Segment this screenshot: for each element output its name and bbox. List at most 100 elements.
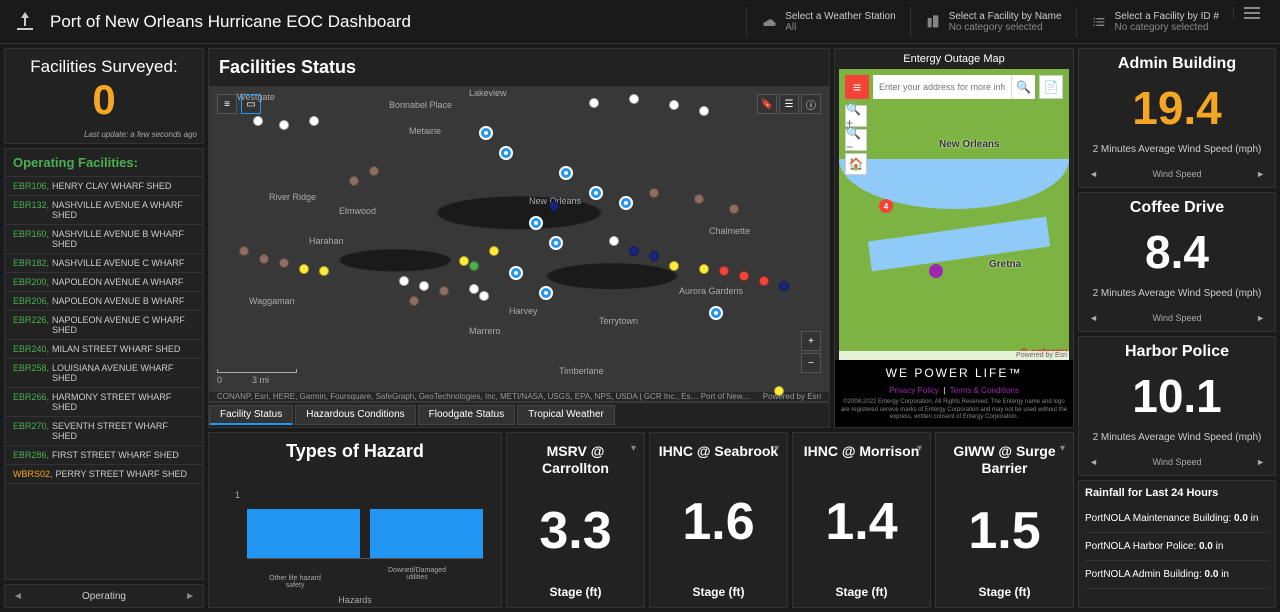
facility-item[interactable]: EBR240,MILAN STREET WHARF SHED: [5, 340, 203, 359]
map-bookmark-button[interactable]: 🔖: [757, 94, 777, 114]
map-marker[interactable]: [253, 116, 263, 126]
map-tab[interactable]: Floodgate Status: [418, 405, 516, 425]
map-marker[interactable]: [629, 246, 639, 256]
map-marker[interactable]: [529, 216, 543, 230]
map-marker[interactable]: [669, 261, 679, 271]
outage-map[interactable]: ≡ 🔍 📄 🔍+ 🔍− 🏠 New Orleans Gretna 4: [839, 69, 1069, 360]
nav-prev[interactable]: ◄: [13, 591, 23, 602]
map-marker[interactable]: [774, 386, 784, 396]
facility-item[interactable]: EBR200,NAPOLEON AVENUE A WHARF: [5, 273, 203, 292]
map-marker[interactable]: [279, 258, 289, 268]
outage-zoom-in[interactable]: 🔍+: [845, 105, 867, 127]
chevron-down-icon[interactable]: ▾: [917, 443, 922, 454]
map-marker[interactable]: [549, 201, 559, 211]
map-marker[interactable]: [619, 196, 633, 210]
wind-prev[interactable]: ◄: [1089, 457, 1098, 467]
facility-item[interactable]: EBR270,SEVENTH STREET WHARF SHED: [5, 417, 203, 446]
outage-home[interactable]: 🏠: [845, 153, 867, 175]
facility-item[interactable]: EBR182,NASHVILLE AVENUE C WHARF: [5, 254, 203, 273]
facility-item[interactable]: EBR266,HARMONY STREET WHARF SHED: [5, 388, 203, 417]
map-marker[interactable]: [459, 256, 469, 266]
privacy-link[interactable]: Privacy Policy: [889, 386, 939, 395]
facility-item[interactable]: EBR258,LOUISIANA AVENUE WHARF SHED: [5, 359, 203, 388]
outage-pin[interactable]: [929, 264, 943, 278]
map-legend-button[interactable]: ☰: [779, 94, 799, 114]
map-marker[interactable]: [319, 266, 329, 276]
map-tab[interactable]: Facility Status: [209, 405, 293, 425]
terms-link[interactable]: Terms & Conditions: [950, 386, 1019, 395]
map-marker[interactable]: [669, 100, 679, 110]
wind-next[interactable]: ►: [1256, 457, 1265, 467]
map-marker[interactable]: [399, 276, 409, 286]
map-marker[interactable]: [694, 194, 704, 204]
map-marker[interactable]: [559, 166, 573, 180]
map-marker[interactable]: [649, 188, 659, 198]
facility-item[interactable]: EBR132,NASHVILLE AVENUE A WHARF SHED: [5, 196, 203, 225]
map-marker[interactable]: [489, 246, 499, 256]
map-marker[interactable]: [779, 281, 789, 291]
outage-doc-button[interactable]: 📄: [1039, 75, 1063, 99]
map-marker[interactable]: [349, 176, 359, 186]
map-marker[interactable]: [499, 146, 513, 160]
wind-next[interactable]: ►: [1256, 313, 1265, 323]
outage-address-input[interactable]: [873, 75, 1011, 99]
facility-item[interactable]: EBR206,NAPOLEON AVENUE B WHARF: [5, 292, 203, 311]
map-marker[interactable]: [539, 286, 553, 300]
facility-item[interactable]: WBRS02,PERRY STREET WHARF SHED: [5, 465, 203, 484]
map-marker[interactable]: [629, 94, 639, 104]
map-marker[interactable]: [239, 246, 249, 256]
map-marker[interactable]: [439, 286, 449, 296]
weather-station-selector[interactable]: Select a Weather Station All: [746, 7, 909, 37]
map-marker[interactable]: [739, 271, 749, 281]
map-marker[interactable]: [699, 264, 709, 274]
map-marker[interactable]: [759, 276, 769, 286]
outage-menu-button[interactable]: ≡: [845, 75, 869, 99]
wind-prev[interactable]: ◄: [1089, 313, 1098, 323]
map-marker[interactable]: [299, 264, 309, 274]
map-marker[interactable]: [589, 186, 603, 200]
map-tab[interactable]: Tropical Weather: [517, 405, 615, 425]
map-info-button[interactable]: ⓘ: [801, 94, 821, 114]
map-tab[interactable]: Hazardous Conditions: [295, 405, 415, 425]
facility-item[interactable]: EBR286,FIRST STREET WHARF SHED: [5, 446, 203, 465]
facility-name-selector[interactable]: Select a Facility by Name No category se…: [910, 7, 1076, 37]
map-marker[interactable]: [409, 296, 419, 306]
map-marker[interactable]: [279, 120, 289, 130]
map-marker[interactable]: [709, 306, 723, 320]
map-marker[interactable]: [479, 126, 493, 140]
map-marker[interactable]: [469, 284, 479, 294]
facilities-map[interactable]: ≡ ▭ 🔖 ☰ ⓘ + − 0 3 mi: [209, 86, 829, 403]
nav-next[interactable]: ►: [185, 591, 195, 602]
facility-item[interactable]: EBR160,NASHVILLE AVENUE B WHARF SHED: [5, 225, 203, 254]
outage-pin[interactable]: 4: [879, 199, 893, 213]
map-marker[interactable]: [309, 116, 319, 126]
wind-prev[interactable]: ◄: [1089, 169, 1098, 179]
map-marker[interactable]: [589, 98, 599, 108]
chevron-down-icon[interactable]: ▾: [1060, 443, 1065, 454]
map-marker[interactable]: [699, 106, 709, 116]
map-zoom-out[interactable]: −: [801, 353, 821, 373]
chevron-down-icon[interactable]: ▾: [774, 443, 779, 454]
map-layers-button[interactable]: ≡: [217, 94, 237, 114]
map-marker[interactable]: [469, 261, 479, 271]
map-marker[interactable]: [549, 236, 563, 250]
map-marker[interactable]: [369, 166, 379, 176]
operating-list[interactable]: EBR106,HENRY CLAY WHARF SHEDEBR132,NASHV…: [5, 177, 203, 579]
wind-next[interactable]: ►: [1256, 169, 1265, 179]
map-marker[interactable]: [649, 251, 659, 261]
map-zoom-in[interactable]: +: [801, 331, 821, 351]
map-marker[interactable]: [259, 254, 269, 264]
map-marker[interactable]: [479, 291, 489, 301]
chevron-down-icon[interactable]: ▾: [631, 443, 636, 454]
map-marker[interactable]: [419, 281, 429, 291]
map-marker[interactable]: [509, 266, 523, 280]
facility-item[interactable]: EBR106,HENRY CLAY WHARF SHED: [5, 177, 203, 196]
facility-item[interactable]: EBR226,NAPOLEON AVENUE C WHARF SHED: [5, 311, 203, 340]
menu-button[interactable]: [1233, 7, 1270, 19]
map-marker[interactable]: [729, 204, 739, 214]
outage-search-button[interactable]: 🔍: [1011, 75, 1035, 99]
outage-zoom-out[interactable]: 🔍−: [845, 129, 867, 151]
map-marker[interactable]: [719, 266, 729, 276]
facility-id-selector[interactable]: Select a Facility by ID # No category se…: [1076, 7, 1233, 37]
map-marker[interactable]: [609, 236, 619, 246]
